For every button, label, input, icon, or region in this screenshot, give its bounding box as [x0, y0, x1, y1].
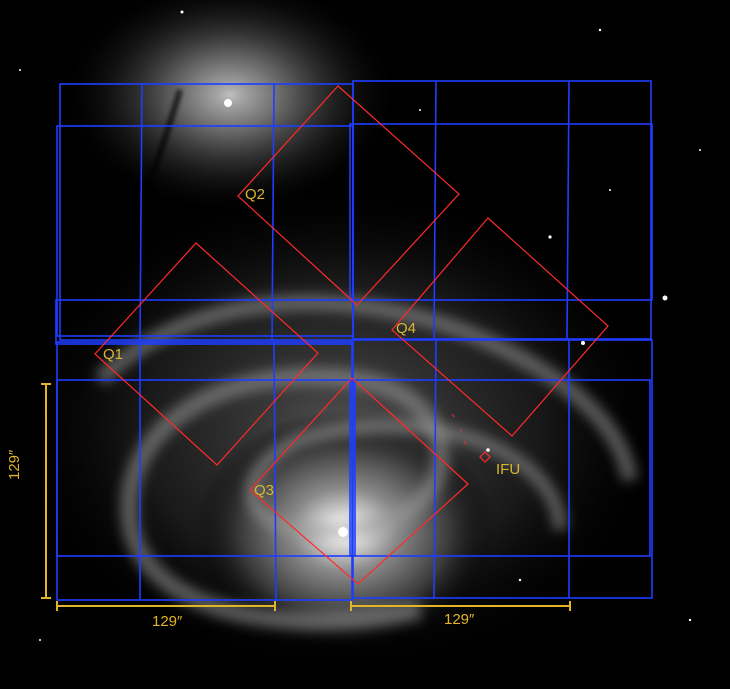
q4-outline: [391, 217, 609, 437]
scale-label-vertical: 129″: [6, 449, 23, 480]
q2-label: Q2: [245, 186, 266, 203]
ifu-markers: [451, 413, 467, 445]
quadrant-outlines: [94, 85, 609, 585]
ifu-outline: [479, 451, 491, 463]
scale-label-left: 129″: [152, 613, 183, 630]
q3-label: Q3: [254, 482, 275, 499]
q3-outline: [249, 377, 469, 585]
scale-label-right: 129″: [444, 611, 475, 628]
stars: [19, 10, 701, 641]
q4-label: Q4: [396, 320, 417, 337]
q1-label: Q1: [103, 346, 124, 363]
ifu-label: IFU: [496, 461, 521, 478]
q1-outline: [94, 242, 319, 466]
scale-bars: [41, 383, 571, 611]
dust-lane: [107, 89, 183, 272]
mosaic-grid: [55, 80, 653, 601]
q2-outline: [237, 85, 460, 306]
companion-galaxy: [60, 0, 400, 215]
spiral-arms: [94, 294, 638, 631]
